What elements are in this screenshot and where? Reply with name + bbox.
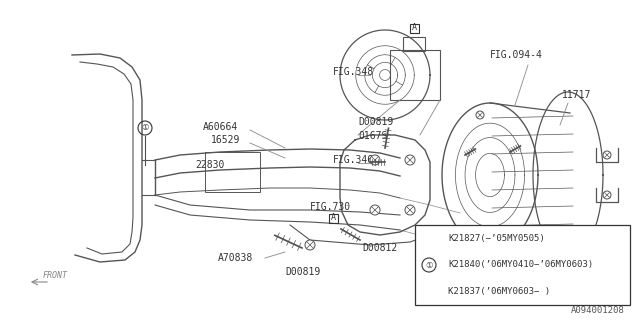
Text: K21827(−’05MY0505): K21827(−’05MY0505) xyxy=(448,234,545,243)
Bar xyxy=(328,213,337,222)
Text: A094001208: A094001208 xyxy=(572,306,625,315)
Text: 22830: 22830 xyxy=(195,160,225,170)
Circle shape xyxy=(496,233,504,241)
Circle shape xyxy=(305,240,315,250)
Text: ①: ① xyxy=(141,124,148,132)
Circle shape xyxy=(370,205,380,215)
Text: ①: ① xyxy=(425,260,433,269)
Text: FRONT: FRONT xyxy=(42,270,67,279)
Text: K21840(’06MY0410−’06MY0603): K21840(’06MY0410−’06MY0603) xyxy=(448,260,593,269)
Text: FIG.094-4: FIG.094-4 xyxy=(490,50,543,60)
Circle shape xyxy=(405,205,415,215)
Text: K21837(’06MY0603− ): K21837(’06MY0603− ) xyxy=(448,287,550,296)
Bar xyxy=(410,23,419,33)
Text: 0167S: 0167S xyxy=(358,131,387,141)
Text: FIG.346: FIG.346 xyxy=(333,155,374,165)
Text: D00819: D00819 xyxy=(285,267,320,277)
Bar xyxy=(390,50,440,100)
Text: FIG.348: FIG.348 xyxy=(333,67,374,77)
Text: A70838: A70838 xyxy=(218,253,253,263)
Text: A: A xyxy=(412,23,417,33)
Text: D00812: D00812 xyxy=(362,243,397,253)
Bar xyxy=(415,225,630,305)
Text: A60664: A60664 xyxy=(203,122,238,132)
Circle shape xyxy=(603,151,611,159)
Text: 11717: 11717 xyxy=(562,90,591,100)
Text: FIG.730: FIG.730 xyxy=(310,202,351,212)
Circle shape xyxy=(405,155,415,165)
Text: D00819: D00819 xyxy=(358,117,393,127)
Circle shape xyxy=(476,111,484,119)
Bar xyxy=(403,37,425,51)
Circle shape xyxy=(370,155,380,165)
Circle shape xyxy=(603,191,611,199)
Text: 16529: 16529 xyxy=(211,135,241,145)
Bar xyxy=(205,152,260,192)
Text: A: A xyxy=(330,213,335,222)
